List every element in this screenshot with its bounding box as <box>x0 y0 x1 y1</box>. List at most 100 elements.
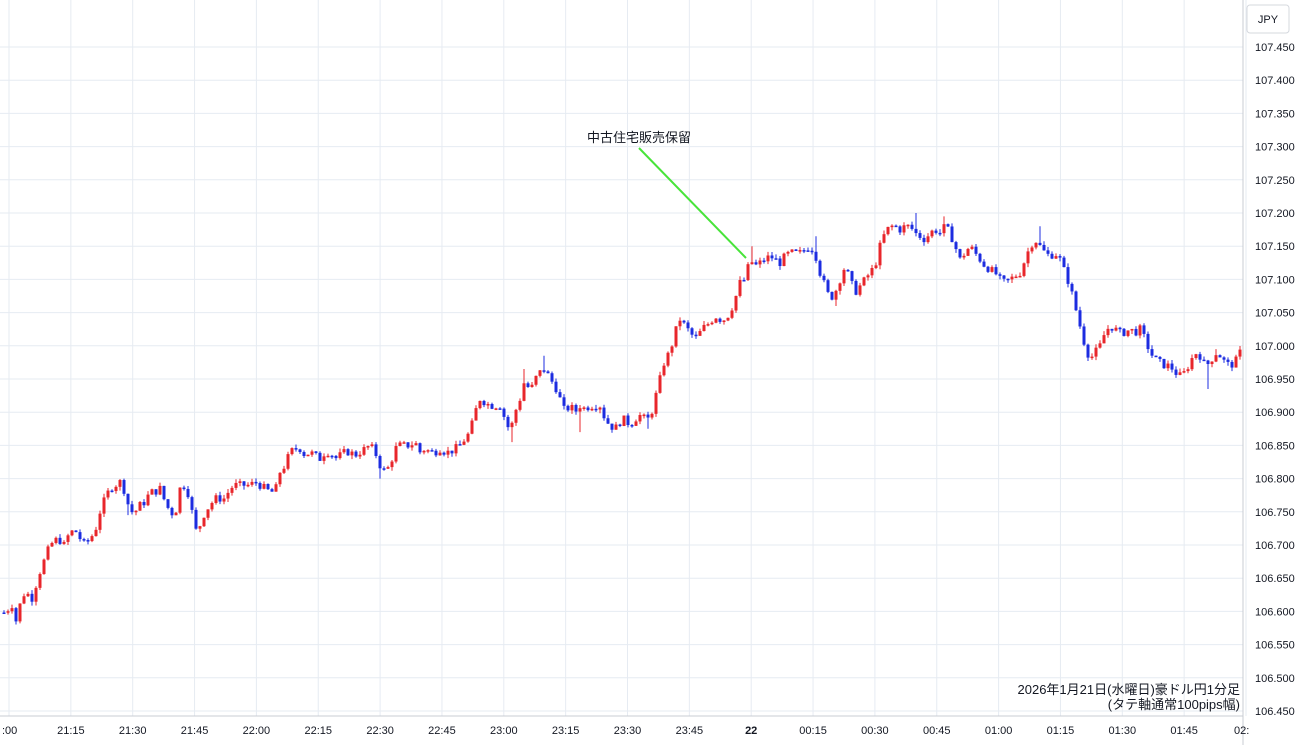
candle-body <box>578 408 582 412</box>
candle-body <box>226 492 230 499</box>
candle-down <box>938 229 942 237</box>
price-axis[interactable]: 107.450 107.400 107.350 107.300 107.250 107.2… <box>1255 42 1295 718</box>
candle-down <box>542 355 546 374</box>
candle-up <box>102 493 106 518</box>
time-axis[interactable]: :00 21:15 21:30 21:45 22:00 22:15 22:30 22:45 23… <box>2 725 1249 737</box>
candle-body <box>310 451 314 455</box>
candle-body <box>766 255 770 262</box>
candle-body <box>894 225 898 228</box>
candle-body <box>802 250 806 252</box>
x-tick-label: 21:45 <box>181 725 209 737</box>
candle-body <box>18 603 22 622</box>
candle-body <box>1018 275 1022 278</box>
candle-body <box>1206 360 1210 365</box>
candle-down <box>826 278 830 294</box>
candle-body <box>274 484 278 492</box>
candle-down <box>958 248 962 259</box>
candle-body <box>970 246 974 249</box>
candle-body <box>530 384 534 387</box>
candle-up <box>262 481 266 490</box>
candle-down <box>130 500 134 515</box>
candle-up <box>538 370 542 378</box>
x-tick-label: 21:15 <box>57 725 85 737</box>
candle-down <box>1162 358 1166 369</box>
candle-up <box>106 488 110 500</box>
candle-body <box>26 593 30 597</box>
candle-up <box>674 326 678 348</box>
candle-body <box>782 253 786 267</box>
candle-down <box>162 485 166 501</box>
candle-body <box>1218 355 1222 358</box>
y-tick-label: 106.450 <box>1255 706 1295 718</box>
candle-body <box>1070 283 1074 292</box>
candle-up <box>94 526 98 537</box>
candle-down <box>954 240 958 253</box>
candle-body <box>582 407 586 409</box>
candle-down <box>334 455 338 461</box>
candle-body <box>246 484 250 487</box>
candle-down <box>294 444 298 452</box>
candle-body <box>2 612 6 615</box>
candle-up <box>398 440 402 447</box>
candle-body <box>286 454 290 469</box>
candle-up <box>714 317 718 324</box>
candle-up <box>890 224 894 231</box>
candle-up <box>1014 274 1018 279</box>
candle-body <box>662 365 666 376</box>
candle-down <box>30 590 34 606</box>
candle-up <box>882 230 886 244</box>
candle-body <box>210 502 214 510</box>
candle-up <box>178 487 182 515</box>
candle-up <box>1178 368 1182 376</box>
candle-body <box>450 450 454 454</box>
x-tick-label: 00:45 <box>923 725 951 737</box>
candle-up <box>790 249 794 253</box>
candle-body <box>1230 361 1234 368</box>
candle-body <box>426 450 430 452</box>
candle-down <box>2 610 6 615</box>
candle-up <box>246 482 250 488</box>
candle-body <box>1210 361 1214 365</box>
candle-up <box>1054 253 1058 260</box>
candle-up <box>394 442 398 464</box>
candle-down <box>978 252 982 264</box>
candle-body <box>806 250 810 252</box>
candle-body <box>482 400 486 406</box>
candle-down <box>1198 351 1202 363</box>
candle-body <box>294 448 298 450</box>
candle-body <box>1114 327 1118 331</box>
candle-body <box>558 392 562 398</box>
candle-down <box>986 265 990 273</box>
candle-down <box>1086 343 1090 362</box>
candle-up <box>26 591 30 597</box>
candle-body <box>402 442 406 444</box>
candle-body <box>218 495 222 502</box>
candle-body <box>610 423 614 430</box>
candle-body <box>466 433 470 442</box>
y-tick-label: 106.850 <box>1255 440 1295 452</box>
candle-body <box>62 541 66 544</box>
candle-up <box>766 251 770 265</box>
candle-body <box>266 483 270 490</box>
candle-down <box>506 414 510 431</box>
candle-body <box>994 267 998 275</box>
candle-body <box>562 397 566 406</box>
candle-down <box>994 264 998 276</box>
candle-body <box>414 443 418 446</box>
candle-body <box>658 375 662 393</box>
candle-up <box>902 222 906 236</box>
candle-up <box>486 401 490 409</box>
candle-up <box>1190 354 1194 372</box>
candle-body <box>106 490 110 498</box>
candle-body <box>1038 242 1042 245</box>
currency-badge[interactable]: JPY <box>1246 4 1290 34</box>
candle-body <box>1090 356 1094 359</box>
candle-body <box>342 449 346 453</box>
x-tick-label: 22:15 <box>304 725 332 737</box>
candle-up <box>834 289 838 306</box>
candle-body <box>1002 275 1006 279</box>
candle-up <box>358 451 362 459</box>
candle-body <box>522 383 526 401</box>
candle-body <box>170 507 174 516</box>
